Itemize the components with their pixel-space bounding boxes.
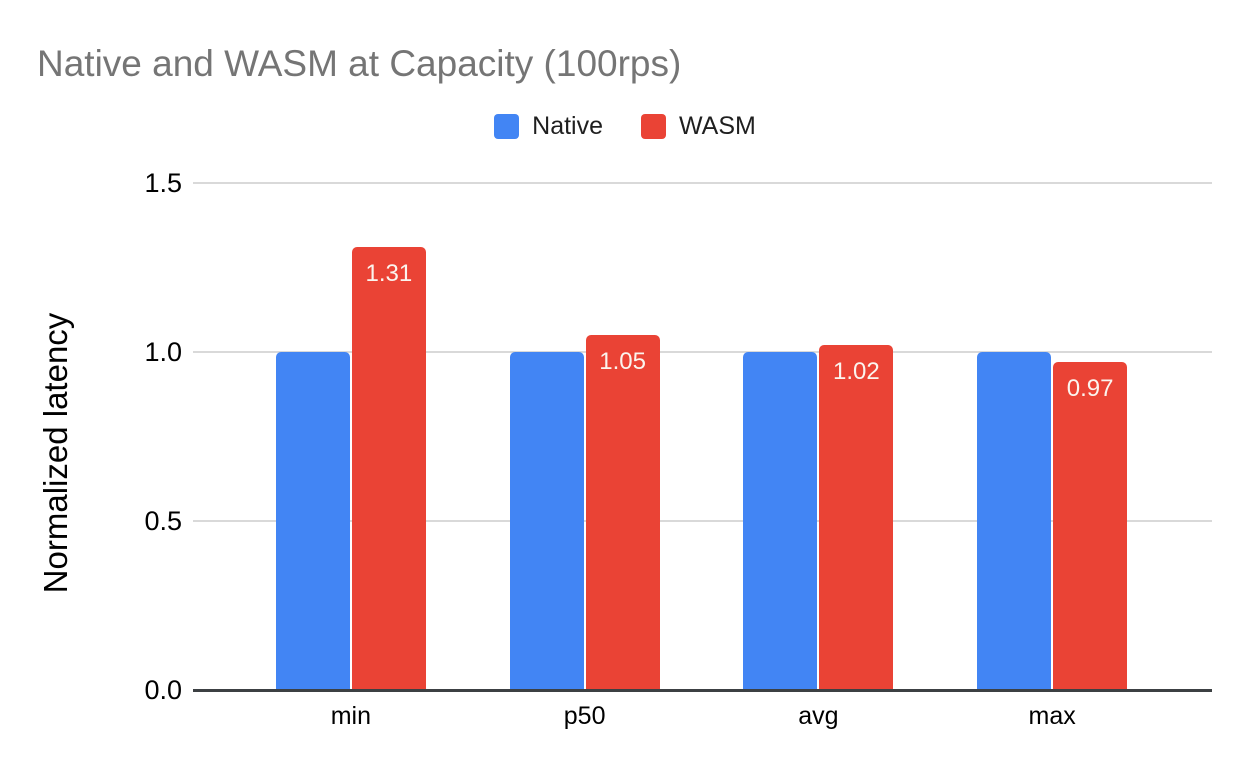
bar-wasm-p50: 1.05	[585, 335, 660, 690]
legend-label: WASM	[679, 112, 756, 140]
y-tick-label: 0.0	[144, 675, 182, 705]
bar-group-avg: 1.02	[702, 183, 936, 690]
legend-item-wasm: WASM	[641, 112, 756, 141]
gridline	[193, 520, 1212, 522]
legend-label: Native	[532, 112, 604, 140]
bar-wasm-max: 0.97	[1053, 362, 1128, 690]
bar-value-label: 1.05	[599, 348, 646, 376]
legend-swatch-icon	[641, 114, 667, 139]
bar-groups: 1.31 1.05 1.02 0.97	[234, 183, 1169, 690]
bar-value-label: 1.31	[365, 260, 413, 288]
bar-native-avg	[743, 352, 818, 690]
y-tick-label: 1.0	[144, 337, 182, 367]
chart-title: Native and WASM at Capacity (100rps)	[37, 43, 682, 84]
bar-wasm-avg: 1.02	[819, 345, 894, 690]
x-axis-tick-labels: min p50 avg max	[234, 702, 1169, 731]
x-tick-label: min	[330, 702, 372, 730]
legend-item-native: Native	[494, 112, 603, 141]
x-tick-label: avg	[798, 702, 839, 730]
y-tick-label: 1.5	[144, 168, 182, 198]
x-tick-label: max	[1028, 702, 1076, 730]
legend-swatch-icon	[494, 114, 520, 139]
bar-native-p50	[509, 352, 584, 690]
bar-value-label: 0.97	[1066, 375, 1114, 403]
bar-group-min: 1.31	[234, 183, 468, 690]
bar-group-max: 0.97	[935, 183, 1169, 690]
bar-wasm-min: 1.31	[351, 247, 426, 690]
y-tick-label: 0.5	[144, 506, 182, 536]
gridline	[193, 351, 1212, 353]
gridline	[193, 182, 1212, 184]
bar-native-max	[977, 352, 1052, 690]
x-axis-line	[193, 689, 1212, 692]
chart-legend: Native WASM	[0, 112, 1250, 141]
bar-value-label: 1.02	[833, 358, 880, 386]
bar-native-min	[275, 352, 350, 690]
x-tick-label: p50	[563, 702, 606, 730]
bar-group-p50: 1.05	[468, 183, 702, 690]
